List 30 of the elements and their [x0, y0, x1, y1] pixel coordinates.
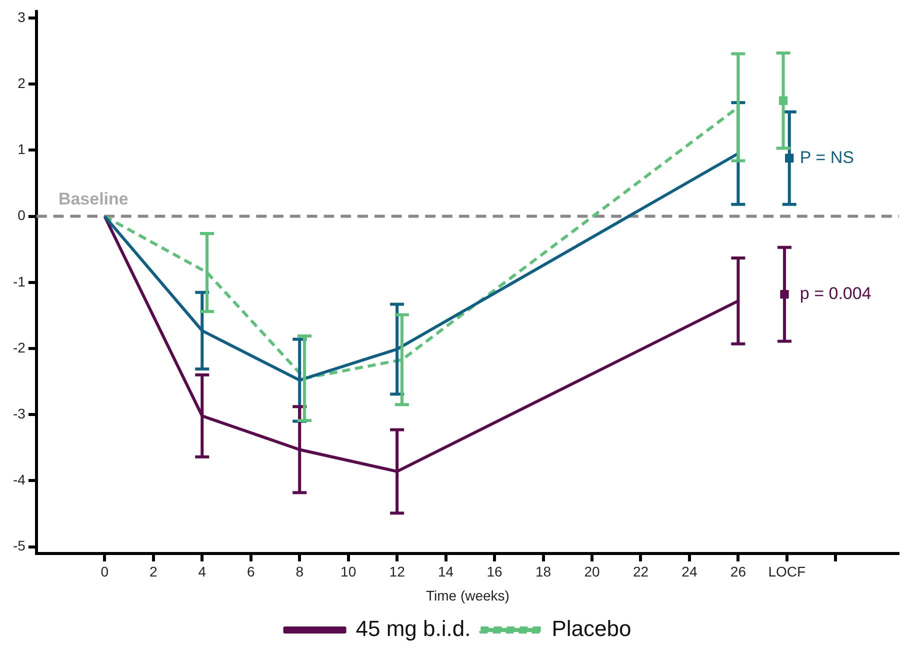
x-tick-label: 18: [535, 564, 552, 580]
y-tick-label: -3: [12, 405, 26, 422]
y-tick-label: 1: [18, 141, 26, 158]
x-tick-label: 24: [682, 564, 698, 580]
x-tick-label: 0: [100, 564, 109, 580]
y-tick-label: -1: [12, 273, 26, 290]
annotation: p = 0.004: [800, 284, 872, 303]
y-tick-label: -4: [12, 472, 26, 488]
x-tick-label: 14: [438, 564, 454, 580]
y-tick-label: 3: [18, 8, 26, 25]
x-tick-label: 20: [584, 564, 600, 580]
y-tick-label: -2: [12, 339, 26, 356]
x-tick-label: 16: [486, 564, 503, 580]
x-tick-label: 10: [340, 564, 356, 580]
y-tick-label: 2: [18, 74, 26, 91]
y-tick-label: 0: [18, 207, 26, 224]
annotation: P = NS: [800, 148, 854, 167]
y-tick-label: -5: [12, 538, 26, 554]
x-tick-label: 8: [296, 564, 304, 580]
x-tick-label: 26: [730, 564, 746, 580]
legend-label: 45 mg b.i.d.: [356, 616, 471, 642]
x-tick-label: 22: [632, 564, 649, 580]
legend-label: Placebo: [552, 616, 632, 642]
x-tick-label: 4: [198, 564, 206, 580]
x-tick-label: 6: [246, 564, 255, 580]
x-tick-label: 12: [389, 564, 406, 580]
x-tick-label: 2: [150, 564, 158, 580]
x-axis-title: Time (weeks): [426, 587, 510, 604]
x-tick-label: LOCF: [768, 564, 806, 580]
ref-line-label: Baseline: [58, 189, 128, 208]
